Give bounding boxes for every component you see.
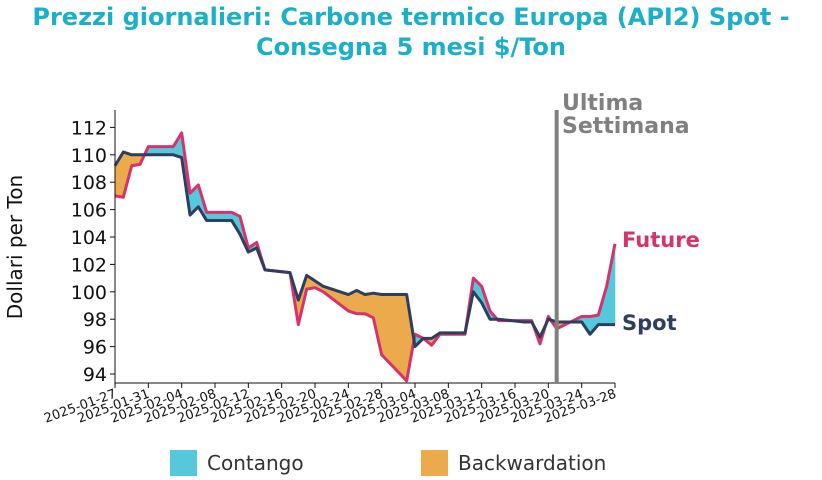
future-end-label: Future (622, 228, 700, 252)
series-lines (113, 131, 617, 383)
legend: Contango Backwardation (170, 450, 606, 476)
spot-end-label: Spot (622, 311, 677, 335)
legend-label-backwardation: Backwardation (458, 451, 606, 475)
chart-title: Prezzi giornalieri: Carbone termico Euro… (0, 2, 822, 62)
y-tick-label: 100 (71, 282, 107, 304)
y-tick-label: 110 (71, 145, 107, 167)
chart-title-line-2: Consegna 5 mesi $/Ton (256, 33, 566, 61)
future-line (114, 131, 617, 383)
y-tick-label: 106 (71, 200, 107, 222)
y-tick-label: 108 (71, 172, 107, 194)
last-week-label-line-1: Ultima (562, 91, 643, 116)
y-tick-label: 98 (83, 309, 107, 331)
y-tick-label: 102 (71, 254, 107, 276)
y-tick-label: 104 (71, 227, 107, 249)
legend-swatch-backwardation (421, 450, 448, 476)
y-tick-label: 96 (83, 337, 107, 359)
legend-label-contango: Contango (207, 451, 304, 475)
last-week-label-line-2: Settimana (562, 114, 690, 139)
chart-title-line-1: Prezzi giornalieri: Carbone termico Euro… (32, 3, 790, 31)
y-tick-label: 112 (71, 117, 107, 139)
spot-line (113, 150, 615, 349)
legend-swatch-contango (170, 450, 197, 476)
y-tick-label: 94 (83, 364, 107, 386)
y-axis-label: Dollari per Ton (3, 175, 27, 319)
